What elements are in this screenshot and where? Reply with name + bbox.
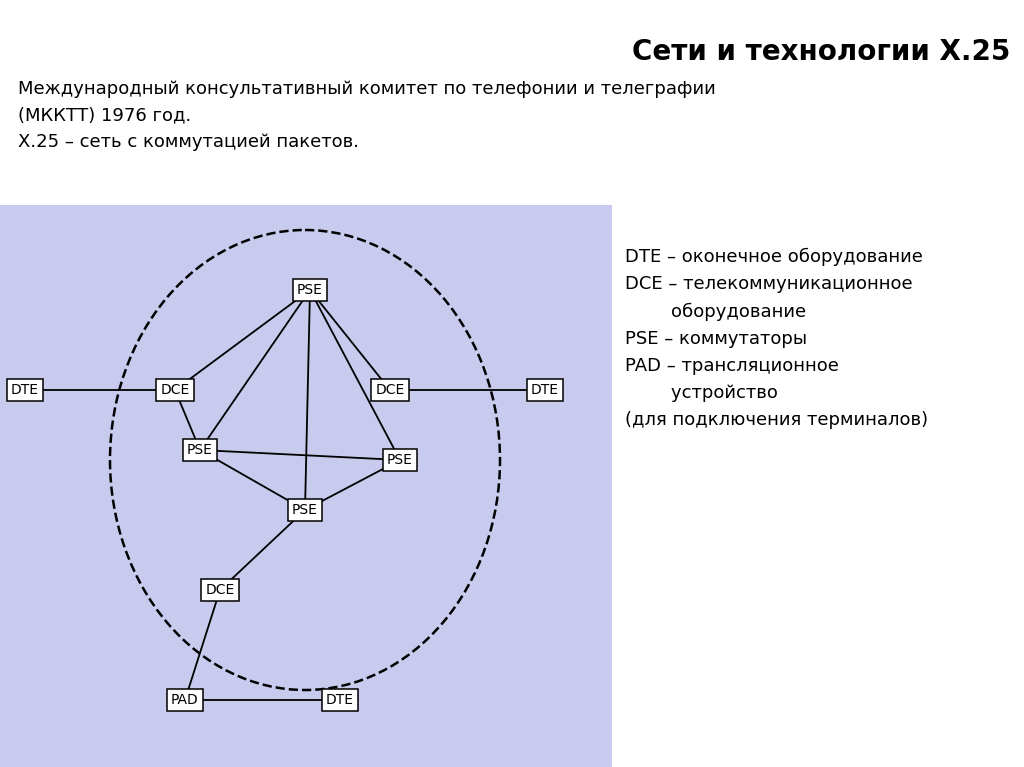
Text: DCE: DCE xyxy=(376,383,404,397)
Text: PSE: PSE xyxy=(187,443,213,457)
Text: DTE: DTE xyxy=(326,693,354,707)
Text: PAD: PAD xyxy=(171,693,199,707)
Text: Международный консультативный комитет по телефонии и телеграфии
(МККТТ) 1976 год: Международный консультативный комитет по… xyxy=(18,80,716,151)
Text: PSE: PSE xyxy=(292,503,317,517)
Text: Сети и технологии Х.25: Сети и технологии Х.25 xyxy=(632,38,1010,66)
Text: DTE – оконечное оборудование
DCE – телекоммуникационное
        оборудование
PSE: DTE – оконечное оборудование DCE – телек… xyxy=(625,248,928,430)
Text: DTE: DTE xyxy=(11,383,39,397)
Text: DCE: DCE xyxy=(206,583,234,597)
FancyBboxPatch shape xyxy=(0,205,612,767)
Text: PSE: PSE xyxy=(297,283,323,297)
Text: DCE: DCE xyxy=(161,383,189,397)
Text: PSE: PSE xyxy=(387,453,413,467)
Text: DTE: DTE xyxy=(531,383,559,397)
